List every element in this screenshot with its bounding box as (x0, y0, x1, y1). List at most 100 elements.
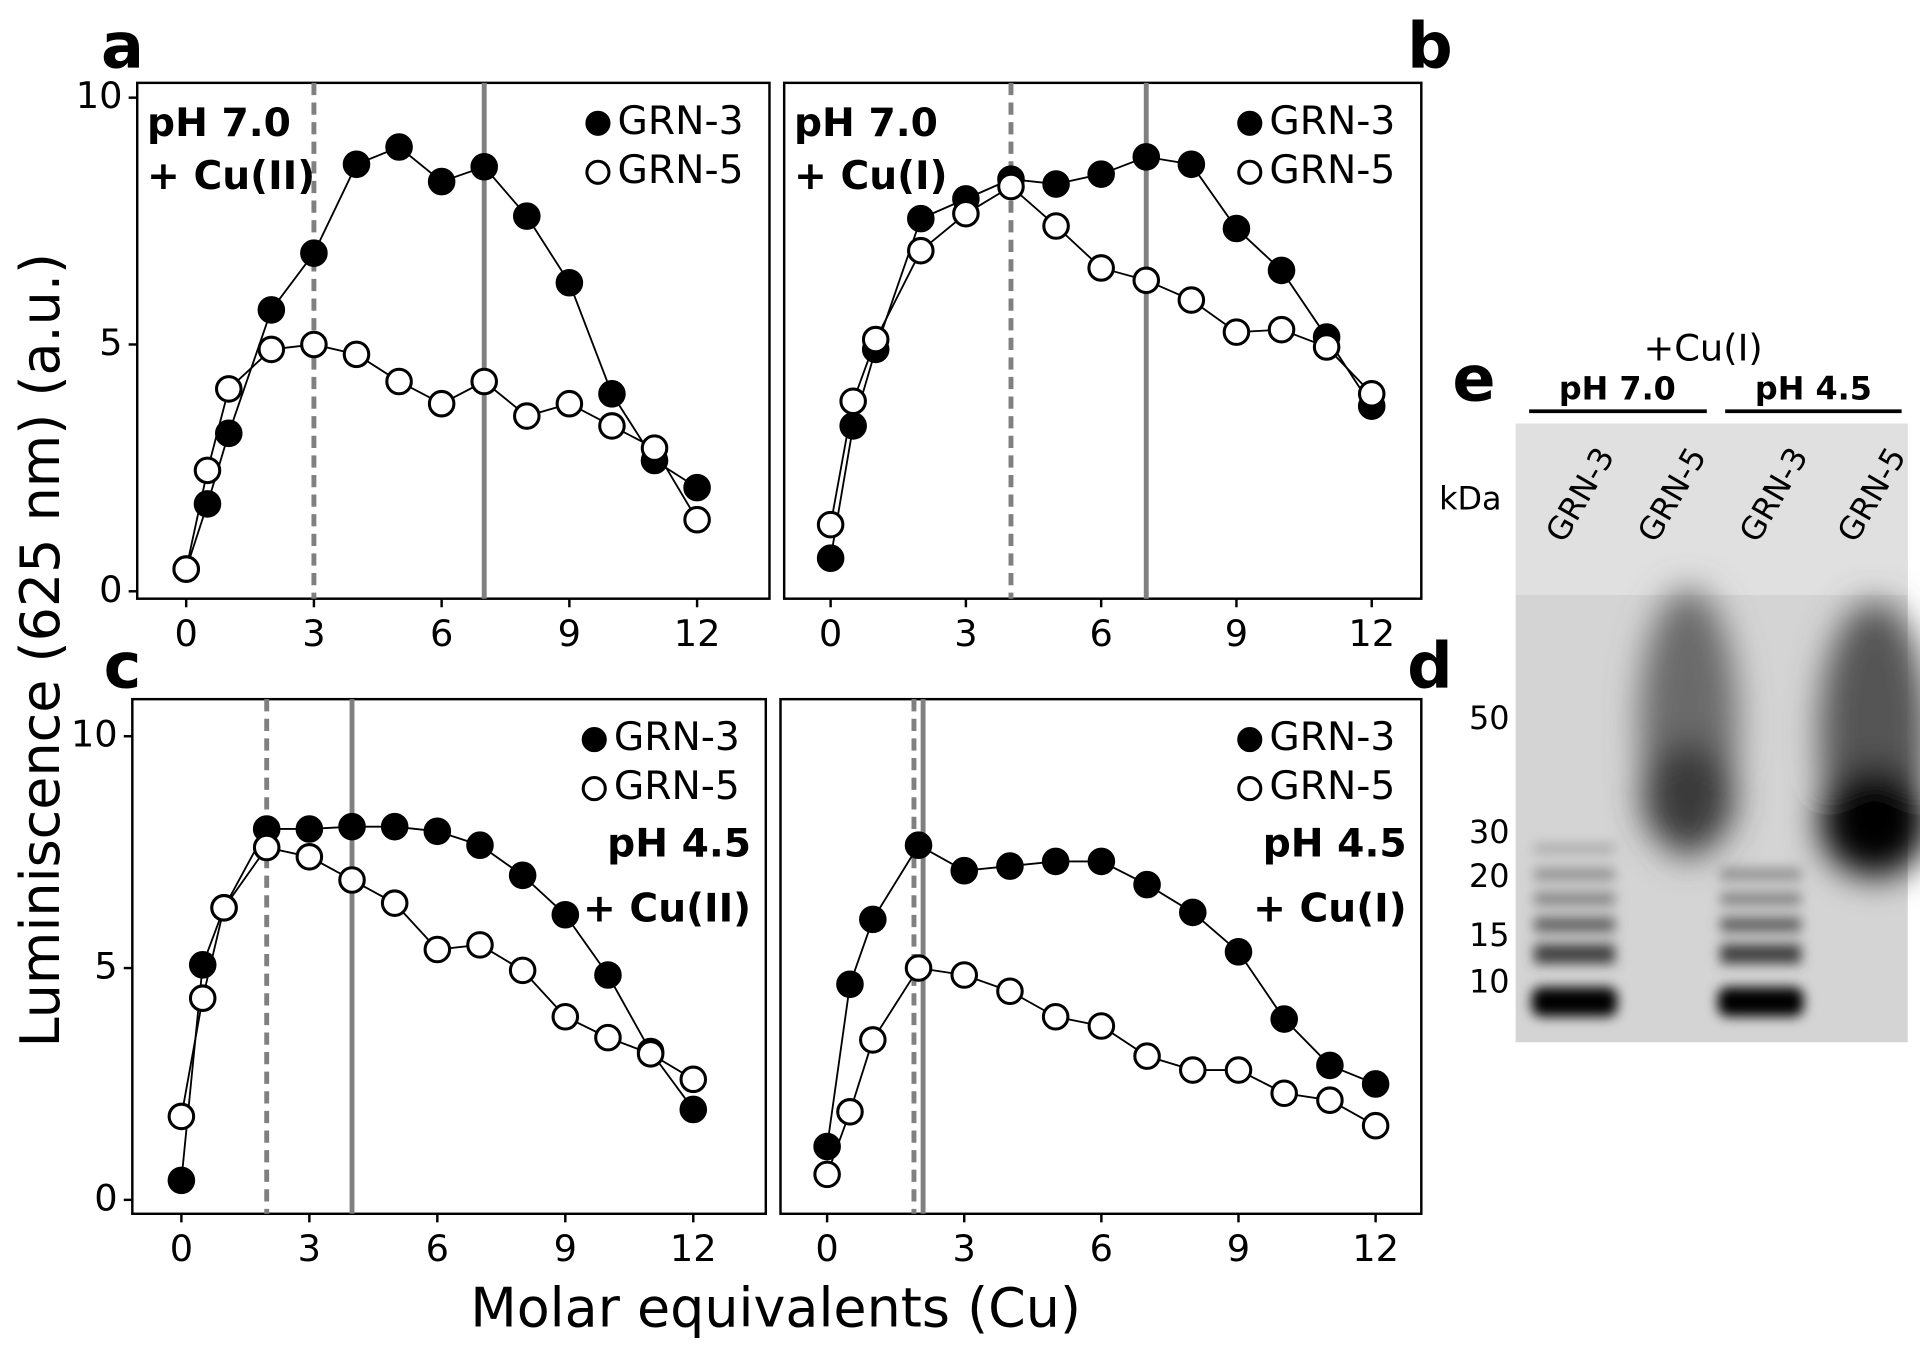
gel-group: pH 4.5 (1755, 369, 1872, 407)
data-point (683, 505, 711, 534)
x-tick-label: 6 (1090, 1227, 1113, 1270)
legend-marker (585, 110, 611, 136)
data-point (551, 900, 580, 929)
annotation: + Cu(I) (1253, 887, 1407, 932)
x-tick-label: 3 (302, 612, 325, 655)
y-tick-label: 5 (99, 321, 122, 364)
marker-label: 30 (1469, 813, 1510, 851)
data-point (1132, 266, 1161, 295)
data-point (466, 931, 494, 959)
series-line (826, 967, 1377, 1175)
series-line (180, 825, 695, 1181)
panel-label: b (1407, 9, 1453, 83)
data-point (385, 367, 413, 396)
y-tick-label: 5 (94, 945, 117, 988)
data-point (839, 387, 867, 416)
data-point (1222, 214, 1251, 243)
data-point (295, 815, 324, 843)
data-point (1312, 333, 1341, 361)
data-point (466, 831, 494, 859)
data-point (904, 954, 933, 982)
data-point (1267, 315, 1296, 344)
data-point (252, 833, 281, 862)
data-point (342, 340, 371, 369)
data-point (210, 894, 238, 922)
y-tick-label: 0 (94, 1176, 117, 1219)
x-tick-label: 3 (954, 612, 977, 655)
data-point (907, 204, 935, 233)
data-point (380, 812, 409, 841)
data-point (1042, 170, 1070, 198)
series-line (185, 145, 698, 570)
x-tick-label: 0 (819, 612, 842, 655)
data-point (385, 133, 413, 161)
x-tick-label: 6 (430, 612, 453, 655)
data-point (594, 961, 622, 989)
data-point (470, 152, 499, 181)
data-point (214, 375, 243, 403)
data-point (904, 831, 933, 859)
data-point (380, 889, 409, 917)
x-tick-label: 9 (558, 612, 581, 655)
data-point (1357, 380, 1386, 408)
data-point (257, 335, 286, 364)
data-point (172, 555, 200, 583)
data-point (1087, 254, 1115, 282)
data-point (1132, 143, 1161, 171)
data-point (257, 296, 286, 324)
data-point (997, 172, 1025, 201)
data-point (950, 856, 979, 885)
legend-label: GRN-3 (1269, 99, 1395, 144)
data-point (1133, 1042, 1161, 1070)
legend-label: GRN-5 (1269, 148, 1395, 193)
legend-label: GRN-5 (1269, 764, 1395, 809)
data-point (1316, 1051, 1344, 1080)
data-point (555, 389, 584, 418)
y-tick-label: 10 (71, 713, 118, 756)
annotation: pH 7.0 (794, 101, 938, 146)
data-point (167, 1102, 196, 1131)
data-point (816, 510, 845, 539)
marker-label: 10 (1469, 962, 1510, 1000)
data-point (861, 325, 890, 354)
legend-marker (1237, 159, 1263, 185)
x-tick-label: 0 (170, 1227, 193, 1270)
data-point (193, 490, 222, 518)
legend-label: GRN-3 (618, 99, 744, 144)
data-point (300, 330, 328, 359)
x-tick-label: 6 (1089, 612, 1112, 655)
data-point (423, 935, 452, 964)
legend-marker (581, 727, 607, 753)
data-point (636, 1040, 665, 1068)
legend-label: GRN-5 (614, 764, 740, 809)
data-point (1361, 1070, 1390, 1098)
data-point (338, 866, 366, 894)
data-point (1270, 1079, 1298, 1108)
panel-label: a (101, 9, 144, 83)
data-point (996, 977, 1024, 1006)
data-point (551, 1002, 580, 1031)
panel-label: e (1452, 343, 1495, 417)
data-point (338, 812, 366, 841)
data-point (508, 861, 537, 890)
x-tick-label: 12 (1348, 612, 1395, 655)
data-point (1042, 212, 1070, 240)
data-point (508, 956, 537, 985)
data-point (1224, 1056, 1253, 1084)
data-point (1178, 1056, 1207, 1084)
annotation: pH 4.5 (607, 822, 751, 867)
panel-label: d (1407, 629, 1453, 703)
series-line (829, 185, 1373, 525)
data-point (859, 905, 887, 934)
data-point (214, 419, 243, 448)
data-point (1133, 870, 1161, 899)
marker-label: 20 (1469, 857, 1510, 895)
data-point (996, 852, 1024, 880)
data-point (1178, 898, 1207, 927)
annotation: + Cu(II) (147, 154, 315, 199)
legend-marker (1237, 776, 1263, 802)
data-point (640, 434, 669, 462)
plot-frame (131, 697, 768, 1216)
y-tick-label: 0 (99, 568, 122, 611)
